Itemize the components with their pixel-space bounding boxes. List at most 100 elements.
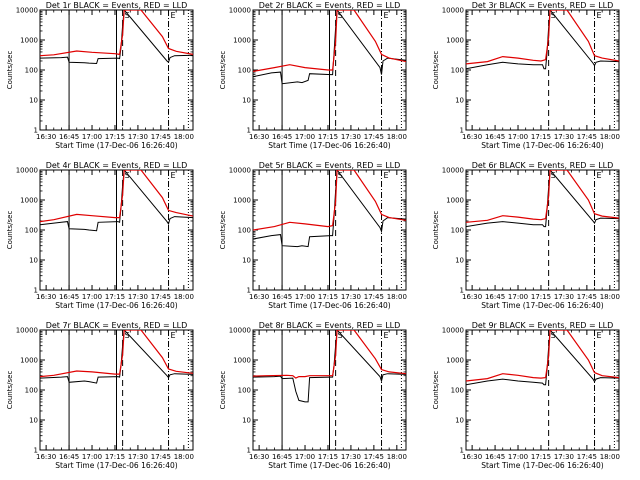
y-tick-label: 100 bbox=[238, 67, 251, 75]
panel-8: Det 8r BLACK = Events, RED = LLD 1 10 100 10… bbox=[219, 321, 407, 470]
x-tick-label: 16:30 bbox=[36, 133, 56, 141]
x-tick-label: 17:45 bbox=[577, 133, 597, 141]
x-tick-label: 17:45 bbox=[151, 453, 171, 461]
series-lld bbox=[466, 330, 619, 382]
y-tick-label: 1000 bbox=[20, 197, 38, 205]
x-tick-label: 17:30 bbox=[128, 453, 148, 461]
plot-frame bbox=[465, 169, 620, 291]
y-tick-label: 1 bbox=[460, 287, 464, 295]
panel-5: Det 5r BLACK = Events, RED = LLD 1 10 100 10… bbox=[219, 161, 407, 310]
x-axis-title: Start Time (17-Dec-06 16:26:40) bbox=[55, 301, 177, 310]
end-marker: E bbox=[597, 331, 602, 340]
y-tick-label: 10 bbox=[455, 257, 464, 265]
series-events bbox=[253, 170, 406, 248]
x-tick-label: 17:15 bbox=[531, 133, 551, 141]
y-tick-label: 1 bbox=[460, 127, 464, 135]
x-tick-label: 17:15 bbox=[531, 453, 551, 461]
panel-2: Det 2r BLACK = Events, RED = LLD 1 10 100 10… bbox=[219, 1, 407, 150]
y-tick-label: 10000 bbox=[16, 167, 38, 175]
y-tick-label: 100 bbox=[451, 67, 464, 75]
y-tick-label: 10 bbox=[29, 97, 38, 105]
series-events bbox=[40, 330, 193, 384]
y-tick-label: 100 bbox=[25, 67, 38, 75]
x-axis-title: Start Time (17-Dec-06 16:26:40) bbox=[268, 301, 390, 310]
x-tick-label: 17:15 bbox=[318, 293, 338, 301]
start-marker: S bbox=[125, 331, 130, 340]
series-lld bbox=[466, 10, 619, 65]
x-tick-label: 17:45 bbox=[577, 453, 597, 461]
series-events bbox=[253, 330, 406, 403]
x-tick-label: 18:00 bbox=[387, 133, 407, 141]
series-events bbox=[40, 170, 193, 232]
y-tick-label: 10000 bbox=[16, 327, 38, 335]
y-tick-label: 10000 bbox=[442, 327, 464, 335]
y-axis-title: Counts/sec bbox=[432, 371, 440, 410]
x-tick-label: 16:45 bbox=[59, 133, 79, 141]
x-tick-label: 16:30 bbox=[36, 293, 56, 301]
panel-title: Det 8r BLACK = Events, RED = LLD bbox=[259, 321, 401, 330]
x-tick-label: 17:00 bbox=[82, 133, 102, 141]
x-tick-label: 17:00 bbox=[82, 453, 102, 461]
x-tick-label: 16:45 bbox=[272, 293, 292, 301]
panel-4: Det 4r BLACK = Events, RED = LLD 1 10 100 10… bbox=[6, 161, 194, 310]
x-tick-label: 17:00 bbox=[295, 293, 315, 301]
y-tick-label: 10000 bbox=[442, 7, 464, 15]
panel-title: Det 7r BLACK = Events, RED = LLD bbox=[46, 321, 188, 330]
end-marker: E bbox=[384, 331, 389, 340]
x-axis-title: Start Time (17-Dec-06 16:26:40) bbox=[55, 461, 177, 470]
x-tick-label: 17:30 bbox=[128, 293, 148, 301]
panel-title: Det 3r BLACK = Events, RED = LLD bbox=[472, 1, 614, 10]
panel-title: Det 5r BLACK = Events, RED = LLD bbox=[259, 161, 401, 170]
panel-7: Det 7r BLACK = Events, RED = LLD 1 10 100 10… bbox=[6, 321, 194, 470]
x-tick-label: 17:15 bbox=[531, 293, 551, 301]
start-marker: S bbox=[551, 171, 556, 180]
series-lld bbox=[253, 170, 406, 231]
y-tick-label: 1 bbox=[247, 287, 251, 295]
y-tick-label: 1000 bbox=[446, 197, 464, 205]
y-tick-label: 10000 bbox=[16, 7, 38, 15]
series-lld bbox=[253, 330, 406, 379]
series-lld bbox=[40, 170, 193, 223]
series-events bbox=[253, 10, 406, 85]
x-tick-label: 16:30 bbox=[36, 453, 56, 461]
panel-title: Det 9r BLACK = Events, RED = LLD bbox=[472, 321, 614, 330]
x-tick-label: 17:00 bbox=[508, 293, 528, 301]
y-tick-label: 10000 bbox=[229, 7, 251, 15]
y-axis-title: Counts/sec bbox=[6, 371, 14, 410]
y-tick-label: 1 bbox=[34, 287, 38, 295]
x-tick-label: 18:00 bbox=[174, 453, 194, 461]
y-tick-label: 10000 bbox=[229, 327, 251, 335]
y-axis-title: Counts/sec bbox=[219, 371, 227, 410]
x-tick-label: 16:45 bbox=[59, 293, 79, 301]
x-tick-label: 18:00 bbox=[387, 453, 407, 461]
series-events bbox=[466, 10, 619, 70]
x-tick-label: 17:45 bbox=[364, 453, 384, 461]
x-tick-label: 18:00 bbox=[600, 453, 620, 461]
y-axis-title: Counts/sec bbox=[432, 211, 440, 250]
end-marker: E bbox=[171, 11, 176, 20]
x-tick-label: 16:45 bbox=[272, 453, 292, 461]
start-marker: S bbox=[551, 331, 556, 340]
x-tick-label: 17:30 bbox=[341, 133, 361, 141]
x-tick-label: 17:00 bbox=[508, 133, 528, 141]
y-axis-title: Counts/sec bbox=[6, 51, 14, 90]
end-marker: E bbox=[384, 171, 389, 180]
x-tick-label: 17:00 bbox=[295, 133, 315, 141]
panel-9: Det 9r BLACK = Events, RED = LLD 1 10 100 10… bbox=[432, 321, 620, 470]
y-tick-label: 1 bbox=[460, 447, 464, 455]
x-tick-label: 16:45 bbox=[485, 293, 505, 301]
x-tick-label: 17:30 bbox=[554, 453, 574, 461]
x-tick-label: 17:30 bbox=[341, 453, 361, 461]
y-tick-label: 1 bbox=[34, 127, 38, 135]
y-tick-label: 10000 bbox=[442, 167, 464, 175]
y-tick-label: 100 bbox=[25, 227, 38, 235]
x-axis-title: Start Time (17-Dec-06 16:26:40) bbox=[481, 141, 603, 150]
x-tick-label: 16:45 bbox=[485, 453, 505, 461]
panel-title: Det 6r BLACK = Events, RED = LLD bbox=[472, 161, 614, 170]
x-tick-label: 16:45 bbox=[59, 453, 79, 461]
end-marker: E bbox=[171, 331, 176, 340]
y-tick-label: 100 bbox=[451, 387, 464, 395]
start-marker: S bbox=[125, 11, 130, 20]
panel-6: Det 6r BLACK = Events, RED = LLD 1 10 100 10… bbox=[432, 161, 620, 310]
panel-1: Det 1r BLACK = Events, RED = LLD 1 10 100 10… bbox=[6, 1, 194, 150]
